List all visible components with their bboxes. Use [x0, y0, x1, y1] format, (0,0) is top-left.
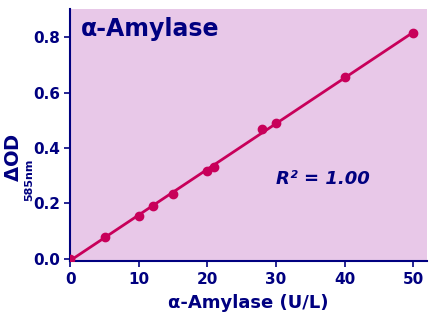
Text: 585nm: 585nm [24, 158, 34, 201]
Text: R² = 1.00: R² = 1.00 [276, 170, 370, 188]
X-axis label: α-Amylase (U/L): α-Amylase (U/L) [169, 294, 329, 312]
Text: $\mathbf{\Delta OD}$: $\mathbf{\Delta OD}$ [4, 133, 23, 182]
Text: α-Amylase: α-Amylase [81, 17, 220, 41]
